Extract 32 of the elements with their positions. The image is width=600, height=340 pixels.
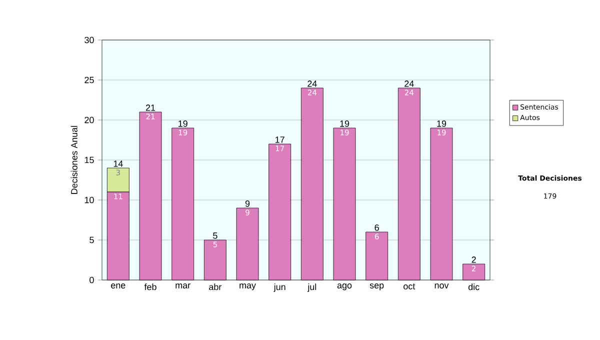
y-tick-label: 10	[84, 196, 94, 204]
y-axis-title: Decisiones Anual	[70, 126, 78, 194]
x-tick-label: oct	[404, 284, 416, 290]
total-label: 24	[404, 80, 414, 87]
total-label: 14	[114, 160, 123, 167]
x-tick-label: jul	[307, 284, 316, 292]
x-tick-label: sep	[370, 284, 384, 290]
total-label: 9	[245, 200, 250, 207]
total-label: 19	[178, 120, 188, 127]
total-label: 5	[213, 232, 218, 239]
y-tick-label: 15	[84, 156, 94, 164]
total-label: 24	[308, 80, 317, 87]
total-label: 17	[276, 136, 284, 143]
x-tick-label: feb	[144, 284, 156, 290]
x-tick-label: nov	[434, 284, 449, 288]
x-tick-label: may	[240, 284, 256, 290]
total-label: 19	[340, 120, 350, 127]
total-label: 2	[472, 256, 476, 263]
y-tick-label: 30	[84, 36, 94, 44]
y-tick-label: 5	[90, 236, 94, 244]
x-tick-label: mar	[176, 284, 190, 288]
total-label: 6	[374, 224, 379, 231]
x-tick-label: ene	[111, 284, 126, 288]
total-label: 21	[146, 104, 156, 111]
y-tick-label: 25	[84, 76, 94, 84]
x-tick-label: ago	[337, 284, 352, 290]
x-tick-label: jun	[274, 284, 286, 292]
y-tick-label: 20	[84, 116, 94, 124]
total-label: 19	[437, 120, 446, 127]
x-tick-label: dic	[468, 284, 480, 290]
y-tick-label: 0	[90, 276, 94, 284]
x-tick-label: abr	[209, 284, 222, 290]
